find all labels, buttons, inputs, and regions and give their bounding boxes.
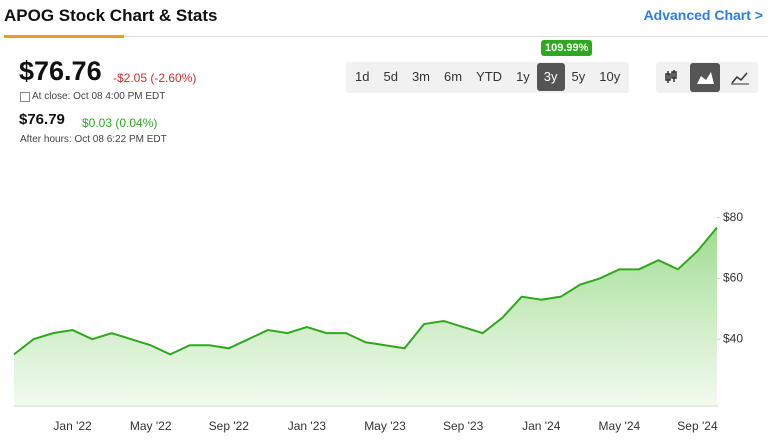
range-button[interactable]: 3m	[411, 69, 430, 84]
advanced-link[interactable]: Advanced Chart >	[643, 7, 763, 23]
price-line	[13, 226, 718, 356]
x-tick-label: Sep '24	[677, 419, 718, 433]
close-time: At close: Oct 08 4:00 PM EDT	[32, 91, 166, 102]
x-tick-label: Jan '23	[288, 419, 327, 433]
x-tick-label: May '24	[599, 419, 641, 433]
after-price: $76.79	[19, 111, 65, 128]
price: $76.76	[19, 56, 102, 86]
after-time: After hours: Oct 08 6:22 PM EDT	[20, 134, 167, 145]
x-tick-label: Jan '24	[522, 419, 561, 433]
area-fill	[14, 227, 717, 406]
range-button[interactable]: 10y	[599, 69, 621, 84]
y-tick-label: $80	[723, 210, 743, 224]
range-bar: 1d 5d 3m 6m YTD 1y 3y 5y 10y	[346, 62, 630, 93]
divider	[4, 36, 768, 37]
x-tick-label: May '22	[130, 419, 172, 433]
x-tick-label: Sep '23	[443, 419, 484, 433]
change: -$2.05 (-2.60%)	[113, 71, 197, 85]
chart-type-icons[interactable]	[656, 62, 758, 93]
y-tick-label: $60	[723, 271, 743, 285]
range-button[interactable]: 5d	[383, 69, 398, 84]
return-badge: 109.99%	[541, 40, 593, 56]
chart-type-bar	[656, 62, 758, 93]
after-change: $0.03 (0.04%)	[82, 116, 158, 130]
range-button[interactable]: 6m	[444, 69, 463, 84]
range-button[interactable]: 5y	[571, 69, 586, 84]
range-button[interactable]: 1d	[355, 69, 370, 84]
tab-indicator	[4, 35, 124, 38]
y-tick-label: $40	[723, 331, 743, 345]
x-tick-label: May '23	[364, 419, 406, 433]
x-tick-label: Sep '22	[209, 419, 250, 433]
title: APOG Stock Chart & Stats	[4, 6, 218, 25]
range-button[interactable]: 1y	[516, 69, 530, 84]
calendar-icon	[20, 92, 30, 102]
range-button[interactable]: YTD	[476, 69, 503, 84]
x-tick-label: Jan '22	[53, 419, 92, 433]
range-button[interactable]: 3y	[536, 63, 565, 91]
